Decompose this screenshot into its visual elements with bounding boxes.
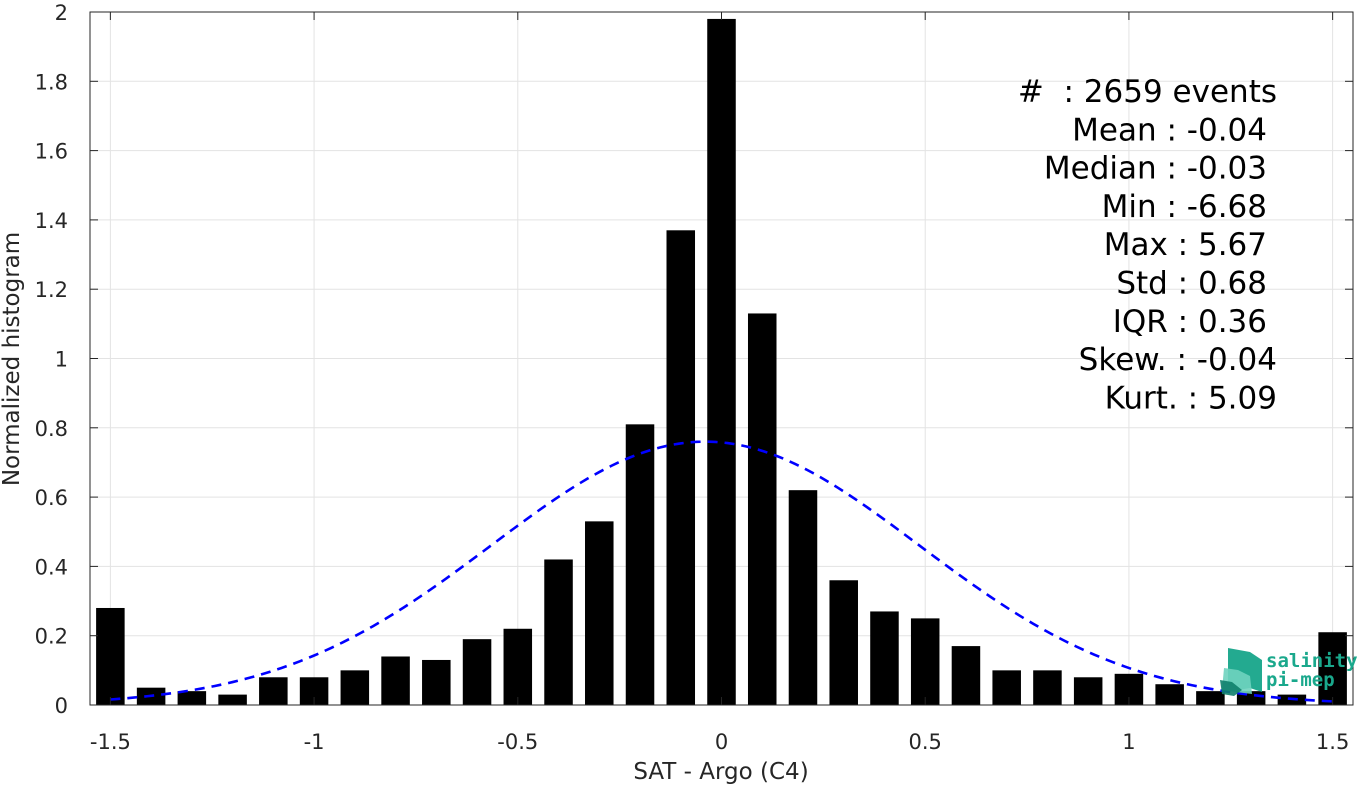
x-tick-label: 0.5 (909, 730, 942, 754)
x-tick-label: 0 (715, 730, 728, 754)
salinity-pi-mep-logo: salinity pi-mep (1220, 648, 1358, 696)
stat-line: Mean : -0.04 (1072, 112, 1267, 148)
histogram-bar (707, 18, 736, 706)
x-tick-label: 1 (1122, 730, 1135, 754)
y-axis-ticks: 0 0.2 0.4 0.6 0.8 1 1.2 1.4 1.6 1.8 2 (35, 1, 1353, 718)
histogram-bar (218, 694, 247, 705)
histogram-bar (462, 639, 492, 705)
y-tick-label: 0.8 (35, 417, 68, 441)
stat-line: Skew. : -0.04 (1079, 342, 1277, 378)
histogram-bar (259, 677, 288, 705)
y-tick-label: 0.4 (35, 555, 68, 579)
histogram-bar (788, 490, 818, 705)
histogram-bar (1196, 691, 1225, 705)
stat-line: Min : -6.68 (1102, 189, 1267, 225)
histogram-bar (829, 580, 858, 705)
histogram-bar (1318, 632, 1347, 705)
x-tick-label: -0.5 (497, 730, 538, 754)
normal-fit (110, 440, 1333, 703)
histogram-bar (1073, 677, 1103, 705)
y-tick-label: 1.8 (35, 70, 68, 94)
histogram-bar (544, 559, 573, 705)
histogram-bar (503, 628, 533, 705)
histogram-bar (747, 313, 777, 705)
x-axis-label: SAT - Argo (C4) (633, 759, 808, 785)
histogram-bar (992, 670, 1021, 705)
stat-line: IQR : 0.36 (1113, 304, 1267, 340)
logo-line-2: pi-mep (1266, 669, 1335, 691)
histogram-bar (96, 607, 125, 705)
y-tick-label: 0 (55, 694, 68, 718)
histogram-bar (585, 521, 614, 705)
normal-fit-curve (110, 440, 1333, 703)
histogram-bar (625, 424, 655, 705)
x-tick-label: -1 (304, 730, 325, 754)
logo-line-1: salinity (1266, 650, 1358, 672)
stat-line: Std : 0.68 (1116, 266, 1267, 302)
stat-line: # : 2659 events (1018, 74, 1277, 110)
x-tick-label: 1.5 (1316, 730, 1349, 754)
x-tick-label: -1.5 (90, 730, 131, 754)
histogram-bar (951, 646, 981, 705)
stat-line: Max : 5.67 (1104, 227, 1267, 263)
bars (96, 18, 1347, 706)
y-tick-label: 2 (55, 1, 68, 25)
histogram-bar (1155, 684, 1184, 705)
histogram-bar (870, 611, 899, 705)
y-tick-label: 0.6 (35, 486, 68, 510)
y-tick-label: 1.6 (35, 140, 68, 164)
stat-line: Median : -0.03 (1044, 151, 1267, 187)
stat-line: Kurt. : 5.09 (1105, 380, 1277, 416)
y-axis-label: Normalized histogram (0, 232, 25, 486)
histogram-bar (422, 659, 451, 705)
histogram-bar (177, 691, 207, 705)
x-axis-ticks: -1.5 -1 -0.5 0 0.5 1 1.5 (90, 12, 1349, 754)
histogram-bar (666, 230, 696, 706)
histogram-bar (910, 618, 940, 705)
histogram-bar (1033, 670, 1062, 705)
y-tick-label: 1.4 (35, 209, 68, 233)
y-tick-label: 1.2 (35, 278, 68, 302)
y-tick-label: 1 (55, 348, 68, 372)
y-tick-label: 0.2 (35, 625, 68, 649)
salinity-logo-icon (1220, 648, 1262, 696)
histogram-bar (340, 670, 370, 705)
histogram-bar (381, 656, 410, 705)
